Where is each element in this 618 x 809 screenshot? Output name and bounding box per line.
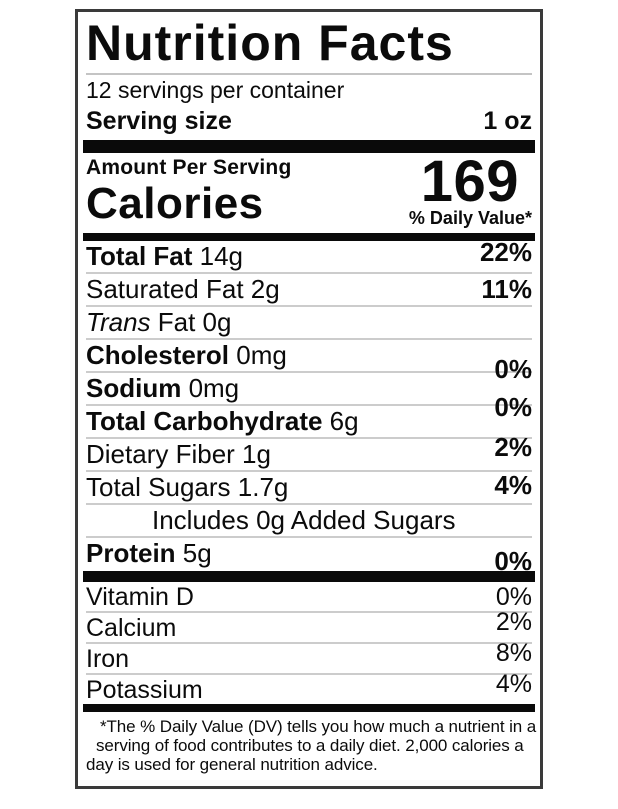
calories-left-column: Amount Per Serving Calories: [86, 156, 291, 229]
nutrient-amount: 5g: [175, 538, 212, 568]
nutrient-amount: 1g: [234, 439, 271, 469]
nutrient-row: Total Sugars 1.7g: [86, 472, 532, 505]
serving-size-row: Serving size 1 oz: [86, 105, 532, 137]
vitamin-daily-value: 8%: [495, 639, 532, 667]
vitamin-table: Vitamin D 0% Calcium 2% Iron 8% Potassium 4%: [86, 582, 532, 704]
nutrient-name: Dietary Fiber 1g: [86, 439, 271, 469]
medium-divider-bar: [83, 704, 535, 712]
vitamin-name: Calcium: [86, 614, 177, 642]
footnote-line: day is used for general nutrition advice…: [86, 755, 378, 774]
nutrient-daily-value: 0%: [494, 392, 532, 422]
serving-size-label: Serving size: [86, 107, 232, 135]
amount-per-serving-label: Amount Per Serving: [86, 156, 292, 179]
nutrient-name: Saturated Fat 2g: [86, 274, 280, 304]
nutrient-name: Sodium 0mg: [86, 373, 240, 403]
servings-per-container: 12 servings per container: [86, 77, 345, 103]
nutrient-row: Dietary Fiber 1g 4%: [86, 439, 532, 500]
nutrient-daily-value: 0%: [494, 354, 532, 384]
nutrient-amount: 0mg: [181, 373, 240, 403]
nutrient-table: Total Fat 14g 22% Saturated Fat 2g 11% Trans…: [86, 237, 532, 576]
nutrient-daily-value: 22%: [479, 237, 532, 267]
calories-value: 169: [420, 149, 519, 214]
medium-divider-bar: [83, 233, 535, 241]
nutrient-daily-value: 4%: [494, 470, 532, 500]
nutrient-name: Protein 5g: [86, 538, 212, 568]
calories-right-column: 169 % Daily Value*: [408, 149, 532, 229]
nutrient-amount: 2g: [243, 274, 280, 304]
thick-divider-bar: [83, 140, 535, 153]
nutrient-name: Trans Fat 0g: [86, 307, 232, 337]
nutrient-row: Total Carbohydrate 6g 2%: [86, 406, 532, 462]
medium-divider-bar: [83, 571, 535, 582]
nutrient-amount: 1.7g: [230, 472, 289, 502]
nutrient-amount: 6g: [322, 406, 359, 436]
nutrient-row: Includes 0g Added Sugars: [86, 505, 532, 538]
footnote: *The % Daily Value (DV) tells you how mu…: [86, 712, 537, 774]
nutrient-row: Cholesterol 0mg 0%: [86, 340, 532, 384]
vitamin-name: Iron: [86, 645, 130, 673]
label-title: Nutrition Facts: [86, 15, 454, 71]
vitamin-row: Iron 8%: [86, 640, 532, 675]
nutrient-row: Saturated Fat 2g 11%: [86, 274, 532, 307]
nutrient-row: Trans Fat 0g: [86, 307, 532, 340]
vitamin-row: Calcium 2%: [86, 609, 532, 644]
title-divider: [86, 73, 532, 75]
nutrient-name: Cholesterol 0mg: [86, 340, 287, 370]
footnote-line: *The % Daily Value (DV) tells you how mu…: [100, 717, 537, 736]
nutrition-facts-label: Nutrition Facts 12 servings per containe…: [75, 9, 543, 789]
nutrient-row: Total Fat 14g 22%: [86, 237, 532, 274]
vitamin-daily-value: 0%: [495, 583, 532, 611]
vitamin-row: Potassium 4%: [86, 671, 532, 704]
vitamin-row: Vitamin D 0%: [86, 582, 532, 613]
nutrient-daily-value: 11%: [481, 274, 532, 304]
calories-section: Amount Per Serving Calories 169 % Daily …: [86, 153, 532, 229]
vitamin-name: Vitamin D: [86, 583, 194, 611]
nutrient-name: Includes 0g Added Sugars: [152, 505, 456, 535]
nutrient-row: Protein 5g 0%: [86, 538, 532, 576]
vitamin-name: Potassium: [86, 676, 203, 704]
daily-value-header: % Daily Value*: [408, 208, 532, 228]
nutrient-name: Total Carbohydrate 6g: [86, 406, 359, 436]
nutrient-daily-value: 2%: [494, 432, 532, 462]
nutrient-amount: 0g: [195, 307, 232, 337]
nutrient-name: Total Fat 14g: [86, 241, 244, 271]
vitamin-daily-value: 4%: [495, 670, 532, 698]
nutrient-row: Sodium 0mg 0%: [86, 373, 532, 422]
nutrient-amount: 14g: [192, 241, 244, 271]
nutrient-amount: 0mg: [229, 340, 287, 370]
footnote-line: serving of food contributes to a daily d…: [96, 736, 524, 755]
vitamin-daily-value: 2%: [495, 608, 532, 636]
nutrient-name: Total Sugars 1.7g: [86, 472, 289, 502]
calories-label: Calories: [86, 179, 264, 228]
serving-size-value: 1 oz: [483, 107, 532, 135]
nutrient-daily-value: 0%: [494, 546, 532, 576]
